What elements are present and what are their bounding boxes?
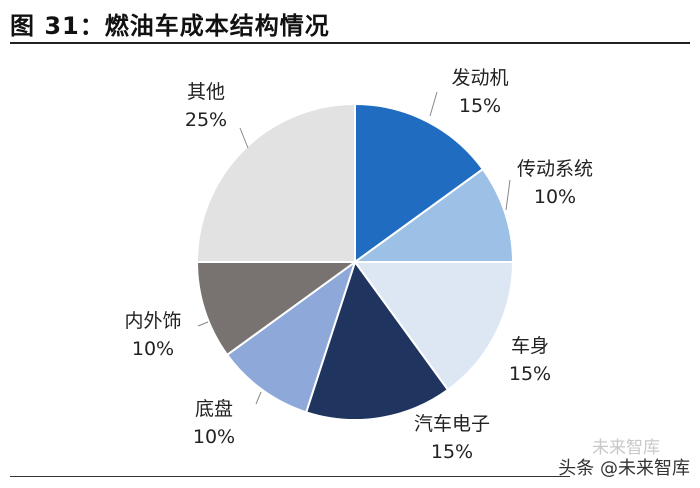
leader-line <box>197 321 209 327</box>
slice-label-name: 底盘 <box>195 398 233 420</box>
slice-label-value: 15% <box>431 441 473 463</box>
bottom-divider <box>10 476 570 477</box>
leader-line <box>239 127 249 149</box>
source-watermark: 头条 @未来智库 <box>558 458 690 479</box>
slice-label-value: 15% <box>459 95 501 117</box>
slice-label-value: 10% <box>193 426 235 448</box>
slice-label-value: 10% <box>534 186 576 208</box>
pie-slice <box>195 102 356 263</box>
slice-label-name: 其他 <box>187 81 225 103</box>
chart-title: 图 31：燃油车成本结构情况 <box>10 12 330 40</box>
leader-line <box>255 391 262 405</box>
slice-label-name: 车身 <box>511 335 549 357</box>
slice-label-name: 发动机 <box>451 67 508 89</box>
pie-slice <box>304 259 450 421</box>
pie-slice <box>225 259 357 414</box>
ghost-watermark: 未来智库 <box>592 438 660 458</box>
pie-slice <box>354 102 485 264</box>
leader-line <box>505 179 511 211</box>
slice-label-value: 25% <box>185 109 227 131</box>
pie-slice <box>351 167 515 263</box>
leader-line <box>429 91 438 117</box>
slice-label-name: 汽车电子 <box>414 413 490 435</box>
slice-label-name: 内外饰 <box>124 310 181 332</box>
slice-label-value: 10% <box>132 338 174 360</box>
pie-slice <box>353 261 515 392</box>
slice-label-value: 15% <box>509 363 551 385</box>
title-divider <box>10 42 690 44</box>
pie-slice <box>195 261 359 357</box>
slice-label-name: 传动系统 <box>517 158 593 180</box>
